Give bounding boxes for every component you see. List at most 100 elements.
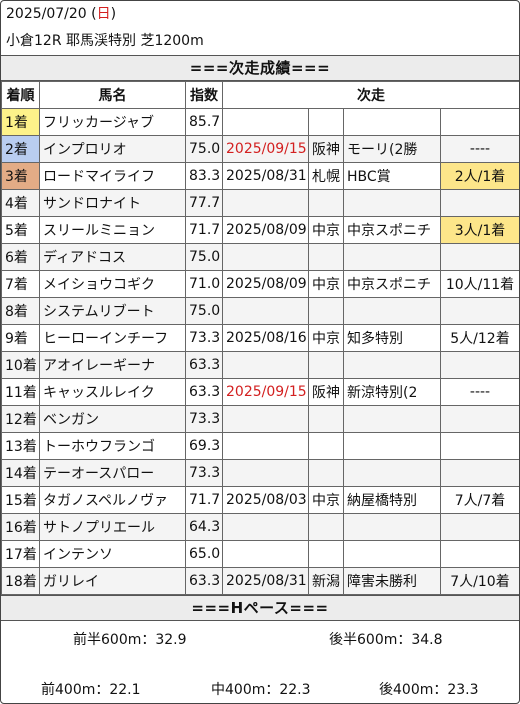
next-race-date [222,297,309,325]
speed-index: 73.3 [185,405,223,433]
finish-position: 8着 [1,297,40,325]
finish-position: 13着 [1,432,40,460]
speed-index: 77.7 [185,189,223,217]
speed-index: 63.3 [185,351,223,379]
next-race-date: 2025/08/31 [222,162,309,190]
speed-index: 75.0 [185,135,223,163]
horse-name: メイショウコギク [39,270,186,298]
next-race-name [343,243,441,271]
finish-position: 11着 [1,378,40,406]
next-race-course: 中京 [308,270,344,298]
next-race-name [343,297,441,325]
next-race-result: 7人/7着 [440,486,519,514]
next-race-name [343,108,441,136]
table-row: 8着 システムリブート 75.0 [1,297,519,325]
speed-index: 83.3 [185,162,223,190]
next-race-name: 納屋橋特別 [343,486,441,514]
next-race-course [308,513,344,541]
table-row: 9着 ヒーローインチーフ 73.3 2025/08/16 中京 知多特別 5人/12着 [1,324,519,352]
speed-index: 75.0 [185,297,223,325]
next-race-result [440,513,519,541]
speed-index: 63.3 [185,378,223,406]
next-race-date [222,432,309,460]
horse-name: インテンソ [39,540,186,568]
next-race-result: 7人/10着 [440,567,519,595]
next-race-course [308,432,344,460]
next-race-name: HBC賞 [343,162,441,190]
next-race-course [308,189,344,217]
next-race-date: 2025/08/03 [222,486,309,514]
finish-position: 12着 [1,405,40,433]
table-row: 16着 サトノプリエール 64.3 [1,513,519,541]
results-table: 着順 馬名 指数 次走 1着 フリッカージャブ 85.7 2着 インプロリオ 75.0 20… [1,81,519,595]
next-race-course [308,297,344,325]
horse-name: ロードマイライフ [39,162,186,190]
col-header-name: 馬名 [39,81,186,109]
col-header-next-race: 次走 [222,81,519,109]
next-race-date: 2025/09/15 [222,135,309,163]
next-race-result [440,189,519,217]
next-race-course [308,459,344,487]
pace-half-row: 前半600m：32.9 後半600m：34.8 [1,623,519,653]
horse-name: ベンガン [39,405,186,433]
next-race-course [308,540,344,568]
table-row: 17着 インテンソ 65.0 [1,540,519,568]
next-race-date: 2025/08/09 [222,270,309,298]
next-race-course: 札幌 [308,162,344,190]
finish-position: 18着 [1,567,40,595]
next-race-course: 中京 [308,324,344,352]
horse-name: スリールミニョン [39,216,186,244]
next-race-date: 2025/08/31 [222,567,309,595]
next-race-name: 障害未勝利 [343,567,441,595]
next-race-result: 3人/1着 [440,216,519,244]
table-row: 7着 メイショウコギク 71.0 2025/08/09 中京 中京スポニチ 10人/11着 [1,270,519,298]
next-race-name [343,405,441,433]
table-row: 18着 ガリレイ 63.3 2025/08/31 新潟 障害未勝利 7人/10着 [1,567,519,595]
horse-name: インプロリオ [39,135,186,163]
next-race-date [222,459,309,487]
next-race-course: 新潟 [308,567,344,595]
race-weekday: 日 [96,6,111,22]
finish-position: 3着 [1,162,40,190]
speed-index: 73.3 [185,324,223,352]
next-race-date [222,108,309,136]
next-race-name: 新涼特別(2 [343,378,441,406]
next-race-date: 2025/08/16 [222,324,309,352]
finish-position: 9着 [1,324,40,352]
race-date-line: 2025/07/20 (日) [6,6,117,22]
speed-index: 71.7 [185,216,223,244]
col-header-rank: 着順 [1,81,40,109]
speed-index: 71.0 [185,270,223,298]
table-row: 6着 ディアドコス 75.0 [1,243,519,271]
next-race-date [222,540,309,568]
next-race-course [308,243,344,271]
next-race-course: 中京 [308,216,344,244]
speed-index: 63.3 [185,567,223,595]
horse-name: サトノプリエール [39,513,186,541]
table-row: 14着 テーオースパロー 73.3 [1,459,519,487]
next-race-date [222,513,309,541]
table-header-row: 着順 馬名 指数 次走 [1,81,519,109]
race-date: 2025/07/20 [6,6,87,22]
next-race-date: 2025/08/09 [222,216,309,244]
next-race-result [440,540,519,568]
table-row: 2着 インプロリオ 75.0 2025/09/15 阪神 モーリ(2勝 ---- [1,135,519,163]
next-race-course [308,108,344,136]
horse-name: ガリレイ [39,567,186,595]
table-row: 4着 サンドロナイト 77.7 [1,189,519,217]
next-race-name [343,540,441,568]
finish-position: 17着 [1,540,40,568]
speed-index: 64.3 [185,513,223,541]
finish-position: 5着 [1,216,40,244]
next-race-date [222,243,309,271]
col-header-index: 指数 [185,81,223,109]
next-race-name: 中京スポニチ [343,270,441,298]
next-race-name: 知多特別 [343,324,441,352]
finish-position: 7着 [1,270,40,298]
table-row: 5着 スリールミニョン 71.7 2025/08/09 中京 中京スポニチ 3人/1着 [1,216,519,244]
pace-early: 前400m：22.1 [41,682,141,698]
next-race-course: 阪神 [308,378,344,406]
horse-name: ヒーローインチーフ [39,324,186,352]
next-race-date: 2025/09/15 [222,378,309,406]
next-race-result [440,432,519,460]
